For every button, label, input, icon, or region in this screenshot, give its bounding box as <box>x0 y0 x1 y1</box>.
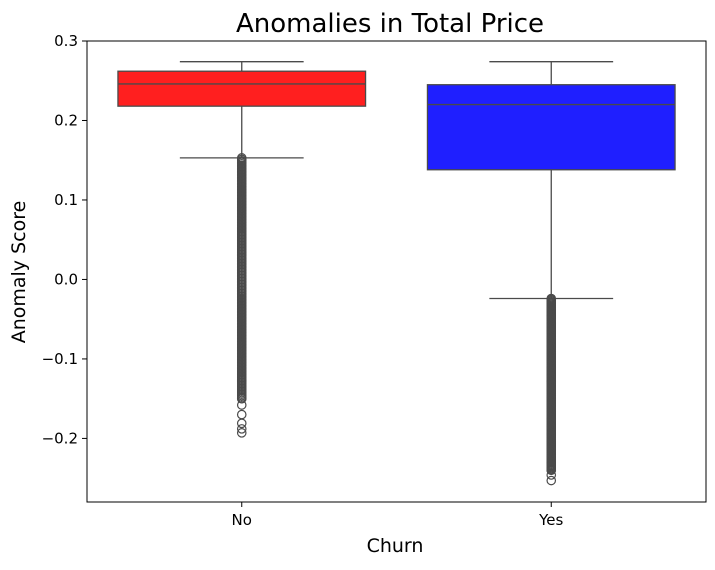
x-tick-label: No <box>232 511 252 529</box>
outlier-point <box>236 409 247 420</box>
outlier-point <box>236 428 247 438</box>
outlier-point <box>546 470 557 480</box>
y-tick-label: 0.1 <box>54 191 78 209</box>
y-tick-label: −0.1 <box>42 350 78 368</box>
x-axis-label: Churn <box>367 535 424 557</box>
plot-area: −0.2 −0.1 0.0 0.1 0.2 0.3 No Yes <box>42 32 707 529</box>
outlier-point <box>236 393 247 404</box>
y-tick-label: 0.2 <box>54 111 78 129</box>
outlier-point <box>546 293 557 304</box>
outlier-point <box>236 153 247 163</box>
plot-frame <box>86 40 707 503</box>
y-tick-label: 0.0 <box>54 270 78 288</box>
outlier-point <box>236 418 247 429</box>
x-tick-label: Yes <box>538 511 563 529</box>
y-tick-label: −0.2 <box>42 429 78 447</box>
outlier-point <box>546 465 557 476</box>
y-tick-label: 0.3 <box>54 32 78 50</box>
y-axis-label: Anomaly Score <box>8 201 30 344</box>
outlier-point <box>236 424 247 434</box>
outlier-point <box>236 400 247 410</box>
box-yes <box>426 84 676 171</box>
box-no <box>117 70 367 107</box>
chart-title: Anomalies in Total Price <box>236 9 544 39</box>
outlier-point <box>546 475 557 486</box>
